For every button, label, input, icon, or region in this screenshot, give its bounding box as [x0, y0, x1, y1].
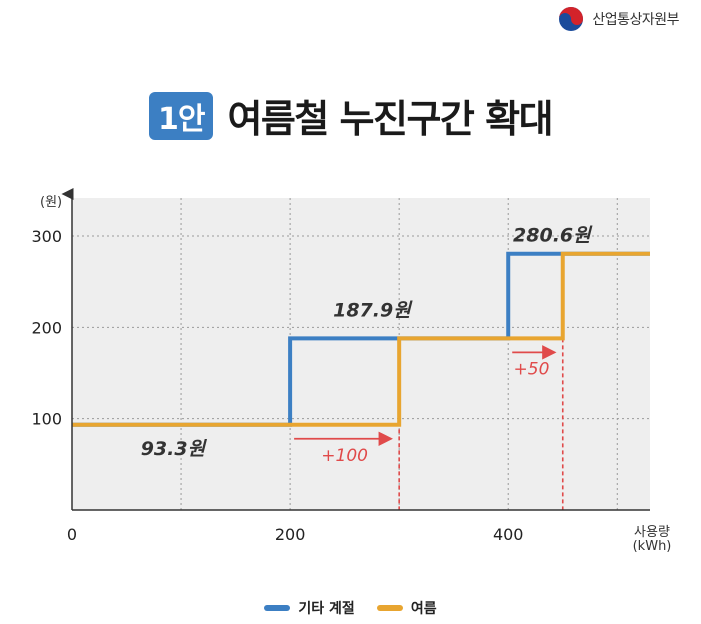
legend-swatch-summer [376, 605, 403, 611]
title-badge: 1안 [148, 91, 214, 140]
legend-label-other: 기타 계절 [298, 601, 355, 617]
taegeuk-emblem-icon [559, 7, 584, 31]
legend: 기타 계절 여름 [0, 598, 701, 618]
x-tick-label: 200 [275, 525, 306, 544]
ministry-logo: 산업통상자원부 [558, 6, 679, 32]
x-tick-label: 400 [493, 525, 524, 544]
y-tick-label: 200 [31, 318, 62, 337]
y-tick-label: 300 [31, 227, 62, 246]
legend-swatch-other [264, 605, 291, 611]
shift-label: +100 [321, 446, 368, 466]
y-axis-label: (원) [40, 195, 62, 210]
step-chart: 100 200 300 0 200 400 93.3원 187.9원 280.6원 +100 +… [31, 188, 672, 554]
title-text: 여름철 누진구간 확대 [227, 97, 553, 141]
x-axis-label-line1: 사용량 [634, 525, 670, 540]
legend-label-summer: 여름 [410, 601, 437, 617]
value-label: 280.6원 [513, 225, 593, 247]
legend-item-other: 기타 계절 [264, 598, 355, 618]
x-axis-label-line2: (kWh) [633, 539, 672, 554]
legend-item-summer: 여름 [376, 598, 437, 618]
shift-label: +50 [514, 359, 550, 379]
x-tick-label: 0 [67, 525, 77, 544]
y-tick-label: 100 [31, 410, 62, 429]
value-label: 93.3원 [141, 438, 208, 460]
ministry-name: 산업통상자원부 [592, 12, 679, 28]
series-line-1 [72, 251, 650, 427]
page-title: 1안 여름철 누진구간 확대 [0, 88, 701, 143]
value-label: 187.9원 [333, 299, 413, 321]
